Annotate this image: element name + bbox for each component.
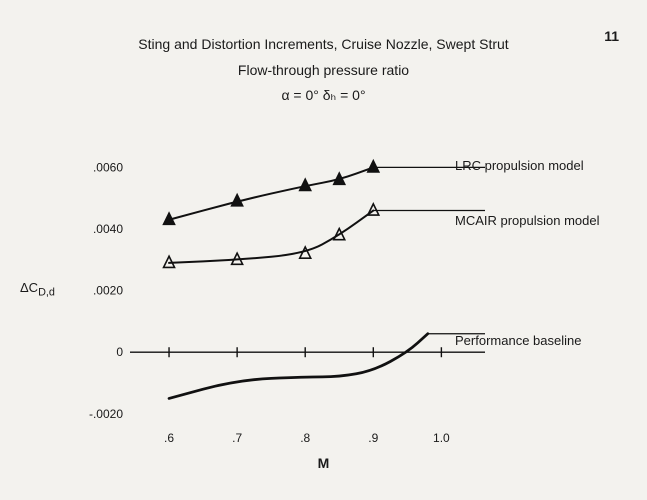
svg-text:.6: .6 xyxy=(164,431,174,445)
series-label-baseline: Performance baseline xyxy=(455,333,581,348)
svg-text:-.0020: -.0020 xyxy=(89,407,123,421)
svg-text:.9: .9 xyxy=(368,431,378,445)
svg-text:.0040: .0040 xyxy=(93,222,123,236)
title-line-1: Sting and Distortion Increments, Cruise … xyxy=(0,35,647,55)
svg-text:.7: .7 xyxy=(232,431,242,445)
svg-text:0: 0 xyxy=(116,345,123,359)
title-line-2: Flow-through pressure ratio xyxy=(0,61,647,81)
svg-text:.0020: .0020 xyxy=(93,284,123,298)
svg-text:.0060: .0060 xyxy=(93,160,123,174)
svg-text:.8: .8 xyxy=(300,431,310,445)
series-label-lrc: LRC propulsion model xyxy=(455,158,584,173)
chart-title: Sting and Distortion Increments, Cruise … xyxy=(0,35,647,106)
svg-text:1.0: 1.0 xyxy=(433,431,450,445)
chart-svg: -.0020 0 .0020 .0040 .0060 .6 .7 .8 .9 1.0 xyxy=(60,140,620,460)
series-label-mcair: MCAIR propulsion model xyxy=(455,213,600,228)
title-line-3: α = 0° δₕ = 0° xyxy=(0,86,647,106)
page: 11 Sting and Distortion Increments, Crui… xyxy=(0,0,647,500)
y-axis-label: ΔCD,d xyxy=(20,280,55,299)
chart-area: -.0020 0 .0020 .0040 .0060 .6 .7 .8 .9 1.0 xyxy=(60,140,620,460)
